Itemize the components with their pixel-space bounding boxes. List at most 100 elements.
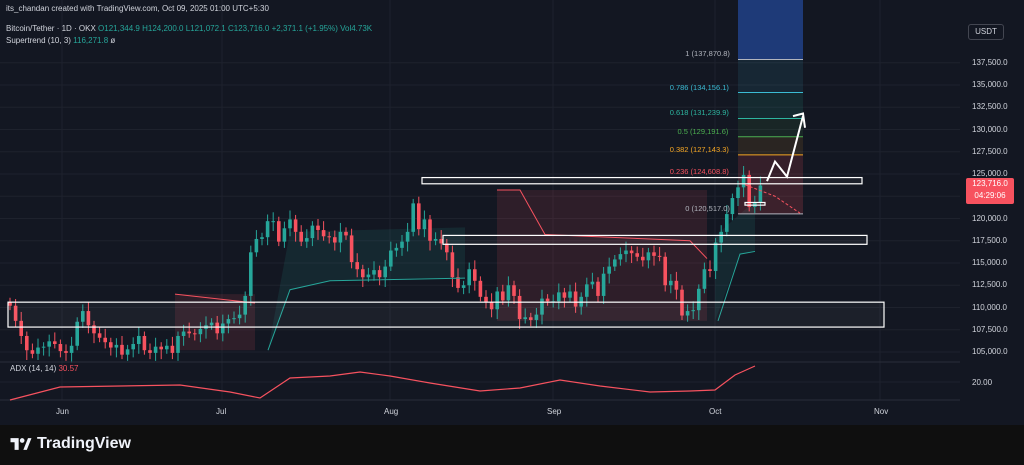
time-tick-label: Nov	[874, 407, 889, 416]
price-tick-label: 115,000.0	[972, 258, 1007, 267]
last-price-value: 123,716.0	[972, 179, 1008, 188]
candle-body	[741, 174, 746, 188]
candle-body	[125, 349, 130, 355]
candle-body	[613, 259, 617, 267]
fib-level-label: 0.5 (129,191.6)	[677, 126, 729, 136]
candle-body	[372, 270, 376, 275]
brand-name: TradingView	[37, 435, 131, 452]
fib-level-label: 0 (120,517.0)	[685, 203, 730, 213]
price-tick-label: 135,000.0	[972, 80, 1008, 89]
candle-body	[19, 320, 23, 336]
fib-top-zone	[738, 0, 803, 60]
candle-body	[411, 203, 415, 232]
candle-body	[383, 266, 387, 278]
candle-body	[433, 238, 438, 241]
fib-level-label: 0.786 (134,156.1)	[669, 82, 729, 92]
candle-body	[478, 280, 483, 297]
candle-body	[394, 247, 399, 251]
candle-body	[534, 314, 539, 320]
indicator-suffix: ø	[110, 36, 116, 45]
price-tick-label: 127,500.0	[972, 146, 1008, 156]
candle-body	[708, 269, 712, 272]
tradingview-logo[interactable]: TradingView	[10, 435, 131, 453]
candle-body	[13, 305, 18, 321]
price-tick-label: 120,000.0	[972, 213, 1008, 223]
candle-body	[293, 219, 298, 232]
candle-body	[316, 225, 320, 231]
grid	[0, 0, 960, 400]
candle-body	[30, 350, 35, 354]
symbol-title[interactable]: Bitcoin/Tether · 1D · OKX	[6, 24, 96, 33]
candle-body	[461, 285, 466, 288]
candle-body	[697, 288, 701, 311]
adx-legend[interactable]: ADX (14, 14) 30.57	[10, 364, 79, 373]
supertrend-bull-fill	[268, 227, 465, 351]
candle-body	[165, 345, 169, 350]
price-tick-label: 110,000.0	[972, 302, 1007, 312]
fib-zone	[738, 136, 803, 155]
candle-body	[674, 280, 679, 290]
price-tick-label: 105,000.0	[972, 347, 1008, 356]
candle-body	[25, 335, 29, 351]
candle-body	[568, 291, 572, 298]
price-tick-label: 112,500.0	[972, 280, 1007, 290]
fib-level-label: 1 (137,870.8)	[685, 49, 730, 59]
candle-body	[736, 187, 740, 199]
candle-body	[120, 344, 124, 355]
indicator-value: 116,271.8	[73, 36, 109, 45]
candle-body	[445, 243, 449, 253]
candle-body	[652, 252, 656, 256]
candle-body	[8, 302, 12, 306]
candle-body	[562, 292, 567, 298]
candle-body	[193, 333, 197, 335]
candle-body	[271, 221, 275, 223]
candle-body	[237, 314, 242, 319]
candle-body	[58, 343, 63, 352]
fib-zone	[738, 59, 803, 93]
candle-body	[629, 250, 634, 254]
candle-body	[36, 347, 40, 354]
indicator-legend[interactable]: Supertrend (10, 3) 116,271.8 ø	[6, 36, 115, 45]
change-value: +2,371.1 (+1.95%)	[271, 24, 338, 33]
candle-body	[226, 319, 231, 324]
candle-body	[730, 198, 735, 215]
candle-body	[641, 256, 645, 261]
candle-body	[663, 256, 667, 286]
fib-level-label: 0.382 (127,143.3)	[669, 144, 729, 154]
candle-body	[53, 341, 57, 344]
candle-body	[646, 252, 651, 261]
candle-body	[523, 317, 527, 320]
candle-body	[249, 252, 253, 296]
candle-body	[428, 219, 432, 241]
candle-body	[75, 321, 79, 346]
candle-body	[92, 325, 96, 334]
candle-body	[512, 285, 516, 296]
price-chart[interactable]	[0, 0, 960, 425]
candle-body	[333, 237, 337, 243]
candle-body	[299, 231, 303, 242]
projection-dashed	[744, 184, 801, 214]
projection-arrow-path	[766, 115, 804, 182]
candle-body	[277, 221, 281, 242]
candle-body	[495, 291, 499, 310]
time-tick-label: Jun	[56, 407, 69, 416]
fib-level-label: 0.618 (131,239.9)	[669, 108, 729, 118]
candle-body	[305, 238, 309, 242]
candle-body	[669, 280, 673, 286]
candle-body	[702, 269, 707, 289]
tradingview-logo-icon	[10, 438, 32, 450]
candle-body	[467, 269, 471, 286]
price-tick-label: 117,500.0	[972, 235, 1007, 245]
candle-body	[215, 322, 219, 334]
supertrend-up-line	[267, 277, 466, 351]
candle-body	[585, 284, 589, 297]
candle-body	[450, 252, 455, 278]
candle-body	[232, 318, 236, 320]
candle-body	[405, 231, 410, 242]
candle-body	[573, 291, 578, 307]
volume-value: Vol4.73K	[340, 24, 373, 33]
supertrend-up-line	[717, 250, 756, 322]
candle-body	[473, 269, 477, 281]
currency-button[interactable]: USDT	[968, 24, 1004, 40]
candle-body	[41, 346, 46, 348]
